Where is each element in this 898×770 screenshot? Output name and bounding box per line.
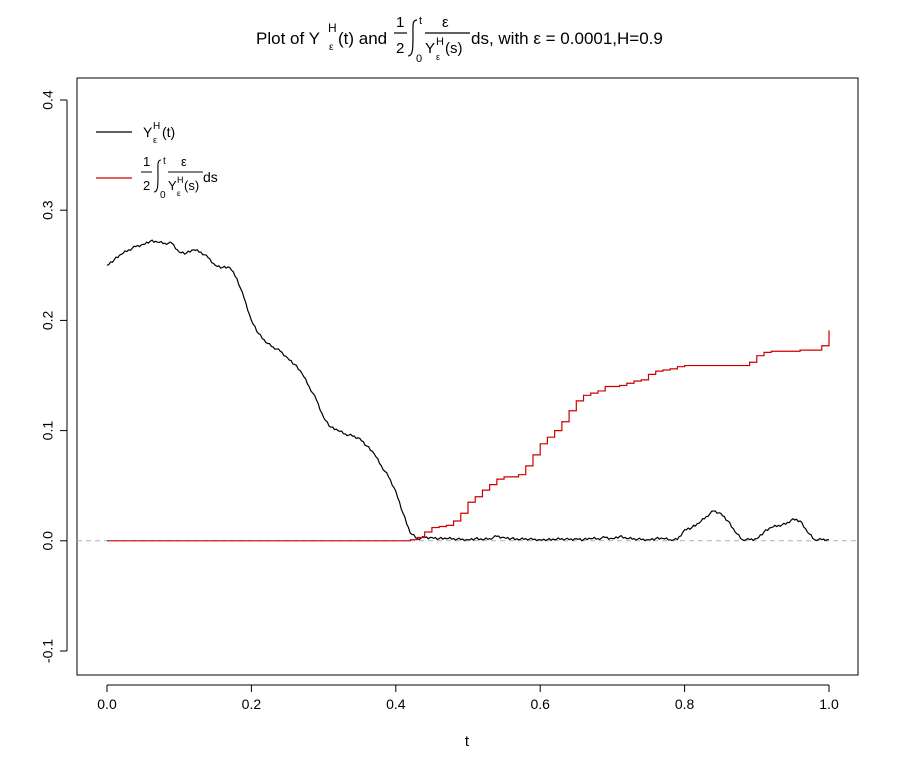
x-tick-label: 0.6	[530, 696, 550, 712]
series-line-integral	[107, 330, 830, 542]
legend-frac-den: 2	[143, 178, 150, 193]
x-axis: 0.0 0.2 0.4 0.6 0.8 1.0	[97, 684, 839, 712]
legend: Y H ε (t) 1 2 t 0 ε Y H ε (s) ds	[96, 121, 218, 201]
legend-y-sub: ε	[153, 135, 157, 145]
x-tick-label: 0.2	[242, 696, 262, 712]
legend-suffix: ds	[203, 169, 218, 185]
y-tick-label: 0.4	[40, 90, 56, 110]
title-den-sub: ε	[436, 52, 440, 62]
title-frac-num: 1	[396, 14, 404, 31]
legend-integrand-num: ε	[181, 154, 187, 169]
legend-int-upper: t	[163, 156, 166, 167]
y-tick-label: 0.2	[40, 310, 56, 330]
x-tick-label: 1.0	[819, 696, 839, 712]
legend-integral-sign	[153, 159, 162, 193]
title-integrand-num: ε	[442, 14, 449, 31]
title-frac-den: 2	[396, 40, 404, 57]
title-int-upper: t	[419, 15, 422, 27]
title-den-y: Y	[425, 40, 435, 57]
series-layer	[106, 239, 830, 542]
x-axis-label: t	[465, 733, 470, 750]
series-line-y-process	[106, 239, 829, 542]
title-integral-sign	[407, 19, 418, 57]
title-after-y: (t) and	[338, 29, 387, 48]
y-tick-label: 0.0	[40, 531, 56, 551]
legend-int-lower: 0	[160, 190, 166, 201]
y-tick-label: 0.1	[40, 421, 56, 441]
x-tick-label: 0.0	[97, 696, 117, 712]
x-tick-label: 0.8	[675, 696, 695, 712]
title-prefix: Plot of Y	[256, 29, 320, 48]
title-suffix: ds, with ε = 0.0001,H=0.9	[471, 29, 663, 48]
title-sup: H	[328, 21, 337, 35]
legend-y-arg: (t)	[162, 124, 175, 140]
legend-frac-num: 1	[143, 154, 150, 169]
legend-den-sub: ε	[177, 189, 181, 198]
title-den-arg: (s)	[445, 40, 463, 57]
legend-den-arg: (s)	[184, 178, 199, 193]
title-sub: ε	[329, 42, 334, 53]
y-tick-label: -0.1	[40, 639, 56, 663]
title-den-sup: H	[436, 36, 444, 48]
legend-y-sup: H	[153, 121, 160, 132]
legend-y-label: Y	[143, 124, 153, 140]
chart-title: Plot of Y H ε (t) and 1 2 t 0 ε Y H ε (s…	[256, 14, 663, 65]
legend-den-y: Y	[168, 178, 177, 193]
y-tick-label: 0.3	[40, 200, 56, 220]
y-axis: -0.1 0.0 0.1 0.2 0.3 0.4	[40, 90, 68, 663]
x-tick-label: 0.4	[386, 696, 406, 712]
legend-den-sup: H	[177, 175, 184, 185]
plot-frame	[76, 77, 859, 676]
title-int-lower: 0	[416, 53, 422, 65]
